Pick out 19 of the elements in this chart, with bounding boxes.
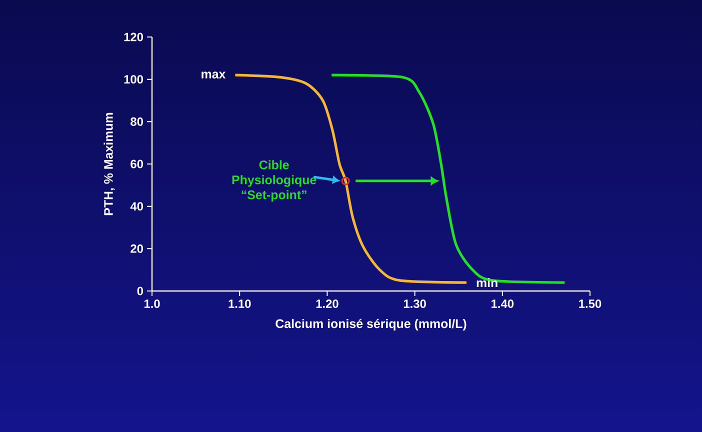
y-tick-label: 40 xyxy=(130,202,143,211)
x-axis-title: Calcium ionisé sérique (mmol/L) xyxy=(276,318,466,331)
y-tick-label: 80 xyxy=(130,117,143,126)
x-tick-label: 1.0 xyxy=(144,300,160,308)
y-tick-label: 120 xyxy=(124,32,143,42)
annotation: max xyxy=(202,72,226,79)
y-tick-label: 60 xyxy=(130,160,143,168)
x-tick-label: 1.30 xyxy=(404,300,426,308)
annotation: Cible Physiologique “Set-point” xyxy=(232,160,316,202)
y-tick-label: 0 xyxy=(137,286,143,296)
x-tick-label: 1.40 xyxy=(492,300,514,308)
y-tick-label: 100 xyxy=(124,75,143,84)
annotation: min xyxy=(476,278,498,288)
x-tick-label: 1.50 xyxy=(579,300,602,308)
line-series xyxy=(234,74,468,284)
x-tick-label: 1.10 xyxy=(228,300,251,308)
y-axis-title: PTH, % Maximum xyxy=(104,112,115,216)
y-tick-label: 20 xyxy=(130,244,143,253)
x-tick-label: 1.20 xyxy=(316,300,338,308)
